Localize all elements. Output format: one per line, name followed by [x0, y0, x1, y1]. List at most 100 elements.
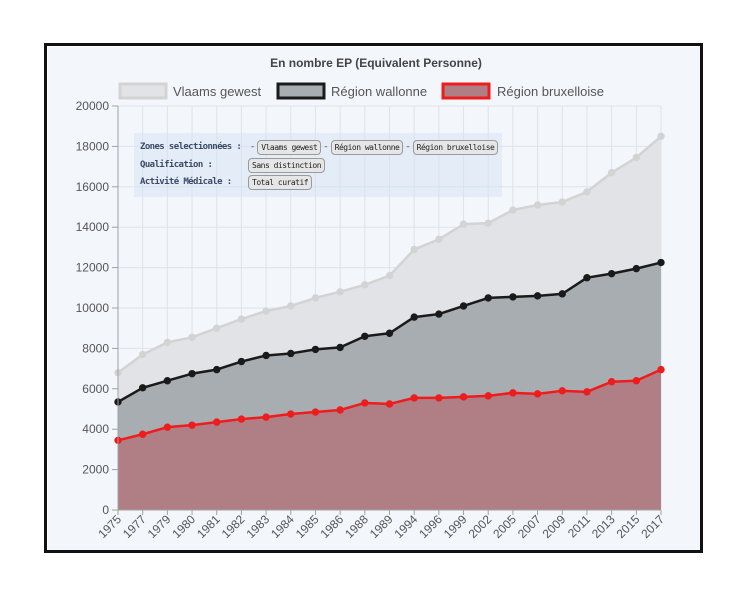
data-point[interactable]: [385, 271, 394, 280]
data-point[interactable]: [435, 235, 443, 244]
data-point[interactable]: [213, 418, 221, 426]
legend-swatch-2[interactable]: [441, 82, 491, 100]
data-point[interactable]: [435, 310, 443, 318]
y-tick-label: 0: [102, 503, 109, 517]
data-point[interactable]: [336, 406, 344, 414]
legend-label-1[interactable]: Région wallonne: [331, 84, 427, 99]
legend-swatch-0[interactable]: [118, 82, 168, 100]
chip-total-curatif[interactable]: Total curatif: [248, 174, 313, 190]
filter-row-activite: Activité Médicale : Total curatif: [140, 174, 313, 190]
legend-swatch-1[interactable]: [276, 82, 326, 100]
data-point[interactable]: [237, 357, 246, 366]
data-point[interactable]: [657, 132, 665, 141]
data-point[interactable]: [632, 264, 641, 273]
y-tick-label: 14000: [76, 220, 110, 234]
data-point[interactable]: [533, 390, 542, 398]
chip-region-wallonne[interactable]: Région wallonne: [330, 139, 404, 155]
y-tick-label: 12000: [76, 261, 110, 275]
data-point[interactable]: [583, 188, 591, 196]
data-point[interactable]: [262, 307, 270, 315]
data-point[interactable]: [459, 393, 468, 401]
separator: -: [251, 142, 255, 152]
data-point[interactable]: [138, 350, 147, 359]
data-point[interactable]: [509, 206, 517, 214]
legend-label-0[interactable]: Vlaams gewest: [173, 84, 262, 99]
data-point[interactable]: [361, 399, 369, 407]
y-tick-label: 18000: [76, 139, 110, 153]
data-point[interactable]: [558, 387, 566, 395]
chip-vlaams-gewest[interactable]: Vlaams gewest: [257, 139, 322, 155]
chip-region-bruxelloise[interactable]: Région bruxelloise: [412, 139, 499, 155]
data-point[interactable]: [607, 269, 616, 278]
filter-panel: Zones selectionnées : - Vlaams gewest - …: [134, 133, 502, 197]
data-point[interactable]: [509, 293, 517, 301]
filter-label-activite: Activité Médicale :: [140, 177, 232, 187]
data-point[interactable]: [138, 430, 147, 438]
data-point[interactable]: [336, 343, 344, 352]
separator: -: [324, 142, 328, 152]
data-point[interactable]: [533, 292, 542, 300]
data-point[interactable]: [237, 315, 246, 323]
data-point[interactable]: [311, 294, 320, 302]
data-point[interactable]: [237, 415, 246, 423]
data-point[interactable]: [262, 351, 270, 360]
filter-row-zones: Zones selectionnées : - Vlaams gewest - …: [140, 139, 499, 155]
data-point[interactable]: [311, 408, 320, 416]
y-tick-label: 16000: [76, 180, 110, 194]
data-point[interactable]: [484, 392, 492, 400]
data-point[interactable]: [435, 394, 443, 402]
data-point[interactable]: [262, 413, 270, 421]
data-point[interactable]: [287, 302, 295, 310]
separator: -: [406, 142, 410, 152]
data-point[interactable]: [385, 329, 394, 337]
data-point[interactable]: [287, 410, 295, 418]
data-point[interactable]: [583, 274, 591, 282]
data-point[interactable]: [213, 324, 221, 332]
data-point[interactable]: [336, 288, 344, 296]
data-point[interactable]: [287, 349, 295, 358]
data-point[interactable]: [484, 219, 492, 227]
data-point[interactable]: [361, 332, 369, 340]
data-point[interactable]: [607, 378, 616, 386]
legend-label-2[interactable]: Région bruxelloise: [497, 84, 604, 99]
series-points: [114, 132, 665, 445]
data-point[interactable]: [163, 338, 172, 347]
filter-label-zones: Zones selectionnées :: [140, 142, 242, 152]
data-point[interactable]: [583, 388, 591, 396]
data-point[interactable]: [213, 365, 221, 374]
data-point[interactable]: [459, 220, 468, 228]
series-area-2: [118, 369, 661, 510]
data-point[interactable]: [558, 290, 566, 298]
data-point[interactable]: [361, 281, 369, 289]
data-point[interactable]: [410, 394, 418, 402]
data-point[interactable]: [632, 377, 641, 385]
data-point[interactable]: [138, 384, 147, 392]
data-point[interactable]: [410, 313, 418, 321]
data-point[interactable]: [163, 423, 172, 431]
data-point[interactable]: [459, 302, 468, 310]
data-point[interactable]: [188, 333, 196, 341]
series-areas: [118, 136, 661, 511]
legend[interactable]: Vlaams gewest Région wallonne Région bruxe…: [118, 82, 604, 100]
data-point[interactable]: [657, 258, 665, 267]
data-point[interactable]: [533, 201, 542, 209]
data-point[interactable]: [311, 345, 320, 354]
y-tick-label: 10000: [76, 301, 110, 315]
filter-row-qualification: Qualification : Sans distinction: [140, 157, 326, 173]
y-tick-label: 8000: [82, 341, 109, 355]
data-point[interactable]: [484, 294, 492, 302]
data-point[interactable]: [410, 245, 418, 254]
data-point[interactable]: [558, 198, 566, 206]
data-point[interactable]: [188, 369, 196, 378]
data-point[interactable]: [163, 377, 172, 385]
data-point[interactable]: [607, 168, 616, 177]
chart-title: En nombre EP (Equivalent Personne): [270, 56, 482, 70]
data-point[interactable]: [385, 400, 394, 408]
data-point[interactable]: [632, 153, 641, 162]
data-point[interactable]: [188, 421, 196, 429]
chip-sans-distinction[interactable]: Sans distinction: [248, 157, 326, 173]
y-tick-label: 20000: [76, 99, 110, 113]
data-point[interactable]: [509, 389, 517, 397]
data-point[interactable]: [657, 365, 665, 374]
